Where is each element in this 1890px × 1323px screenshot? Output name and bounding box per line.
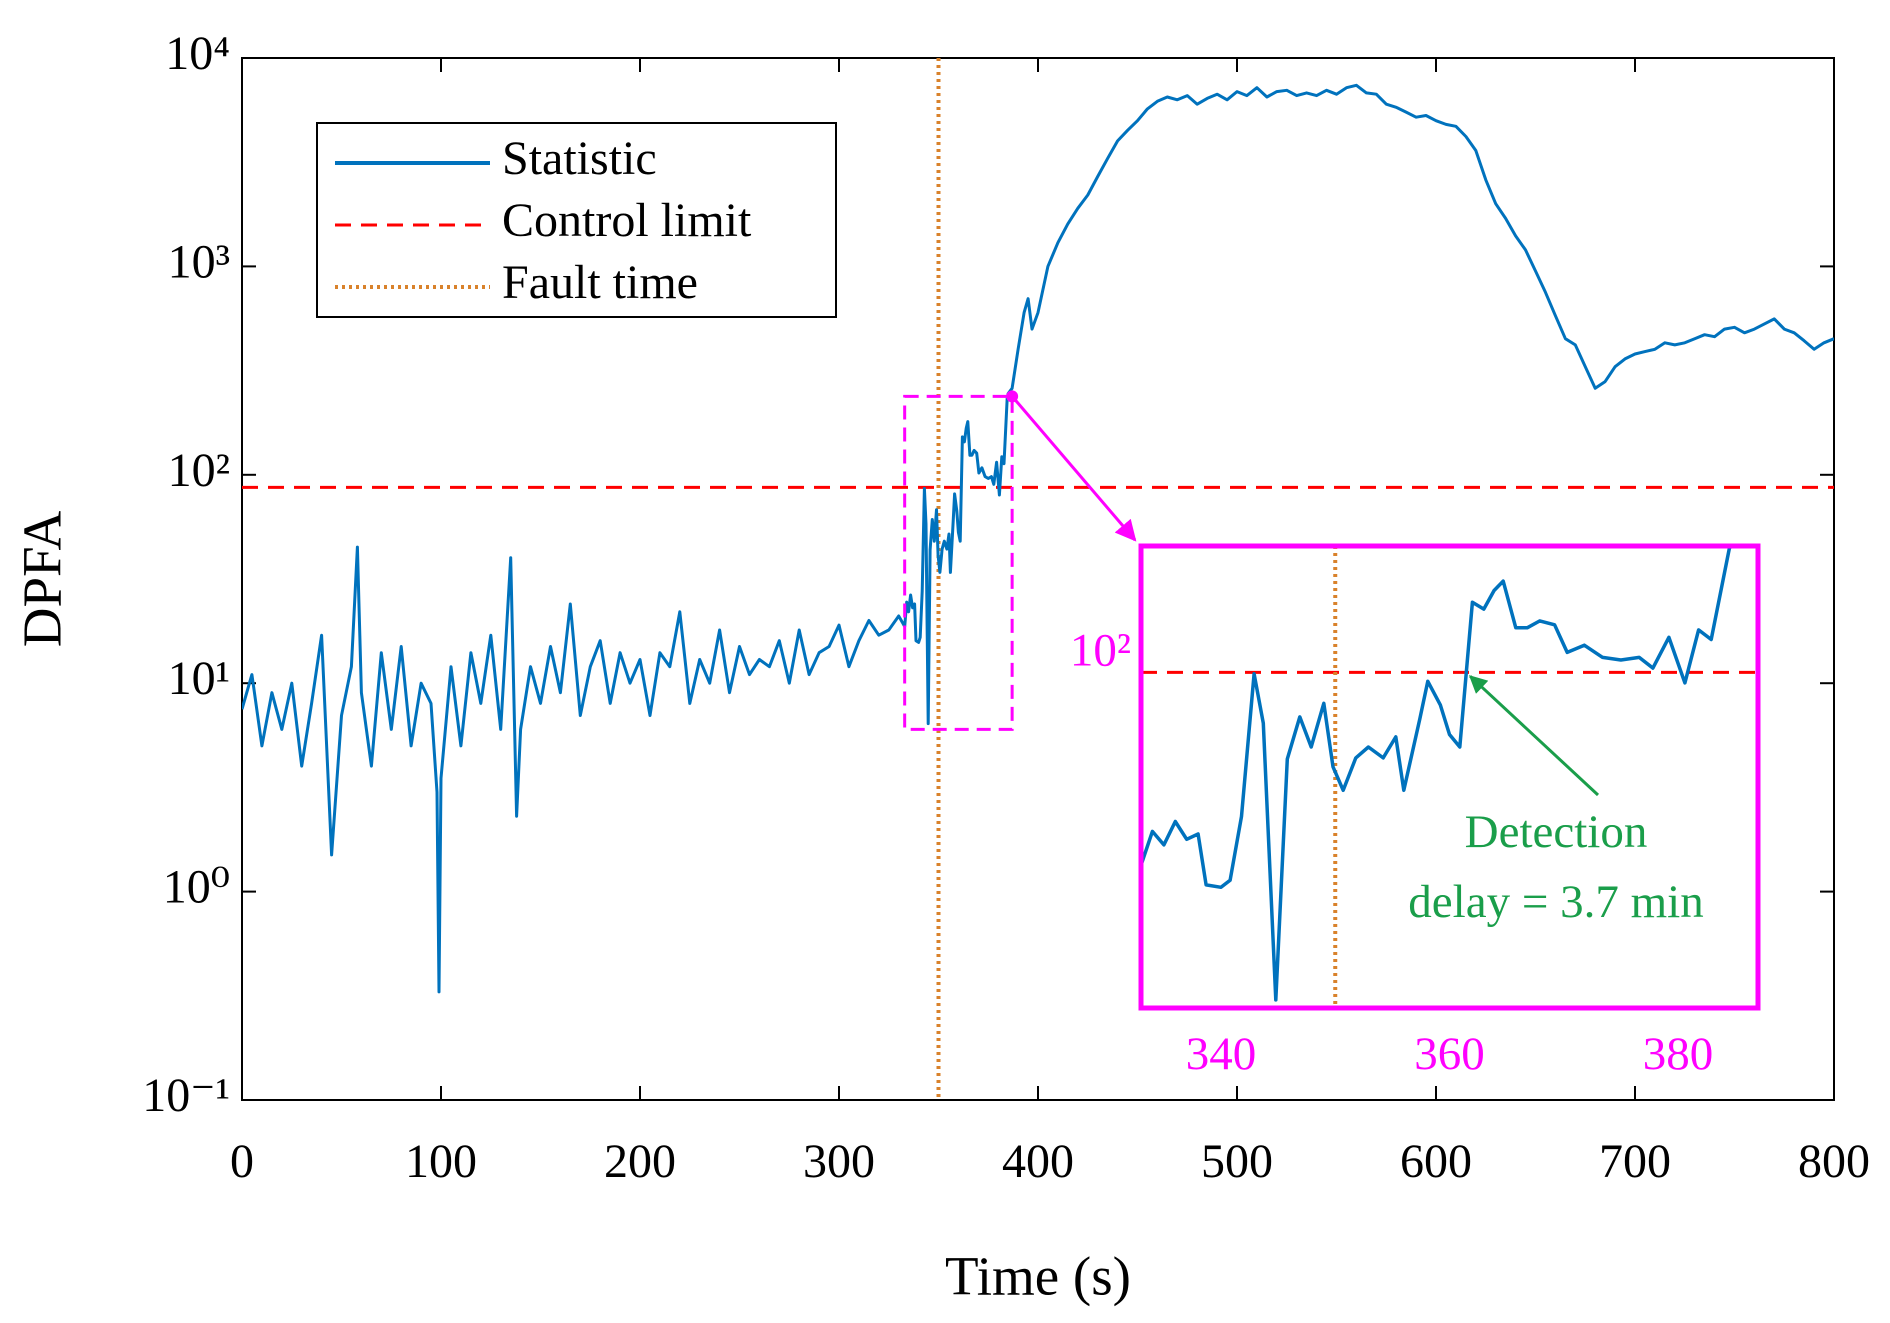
x-tick-label: 500 [1201,1135,1273,1188]
y-tick-label: 10² [168,444,230,497]
y-tick-label: 10¹ [168,652,230,705]
statistic-line [1141,546,1734,1002]
inset-box [1138,543,1761,1011]
plot-area: 0 100 200 300 400 500 600 700 800 10⁻¹ 10⁰ 10¹ 10² 10… [142,27,1870,1188]
zoom-arrow [1010,395,1137,542]
y-tick-label: 10⁰ [163,861,230,914]
annotation: delay = 3.7 min [1408,876,1703,928]
inset-y-tick-label: 10² [1070,625,1131,677]
x-tick-label: 700 [1599,1135,1671,1188]
y-axis-label: DPFA [12,510,73,647]
annotation-arrow [1468,675,1600,797]
inset-x-tick-label: 340 [1186,1028,1257,1080]
inset-x-tick-label: 360 [1414,1028,1485,1080]
y-tick-label: 10³ [168,235,230,288]
inset-x-tick-label: 380 [1643,1028,1714,1080]
zoom-box [903,394,1014,731]
x-tick-label: 800 [1798,1135,1870,1188]
legend-box [316,122,837,318]
x-tick-label: 400 [1002,1135,1074,1188]
x-tick-label: 100 [405,1135,477,1188]
y-tick-label: 10⁻¹ [142,1069,230,1122]
x-tick-label: 600 [1400,1135,1472,1188]
x-axis-label: Time (s) [945,1246,1131,1307]
legend-label: Statistic [502,132,657,185]
annotation: Detection [1465,806,1648,858]
inset-background [1141,546,1758,1008]
x-tick-label: 300 [803,1135,875,1188]
legend-label: Fault time [502,256,698,309]
legend-label: Control limit [502,194,752,247]
statistic-line [242,83,1834,994]
x-tick-label: 0 [230,1135,254,1188]
inset: 340 360 380 10² Detection delay = 3.7 min [1070,543,1761,1080]
x-tick-label: 200 [604,1135,676,1188]
legend: Statistic Control limit Fault time [316,122,837,318]
y-tick-label: 10⁴ [165,27,230,80]
